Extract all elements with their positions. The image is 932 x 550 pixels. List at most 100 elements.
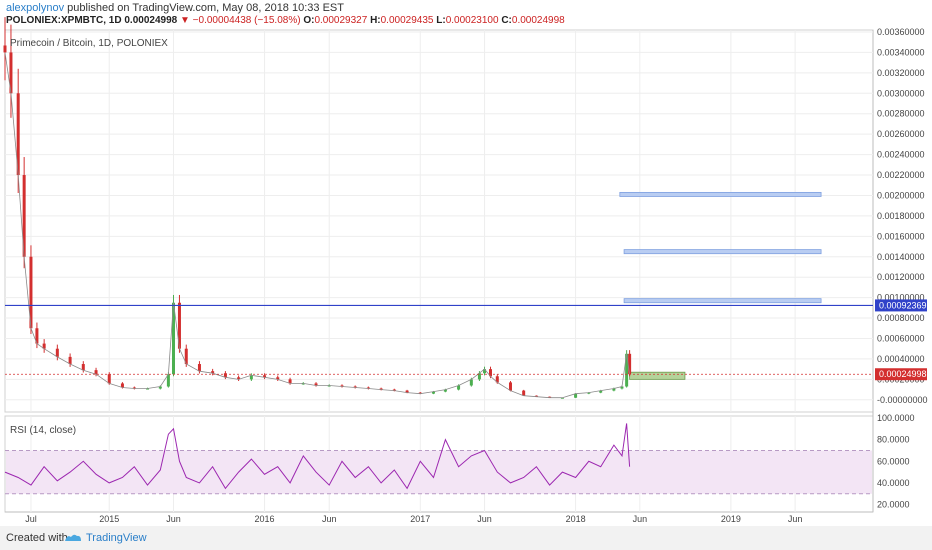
time-tick-label: Jun [633,514,648,524]
candle-body [29,256,33,329]
candle-body [469,379,473,386]
price-tick-label: 0.00300000 [877,88,925,98]
candle-body [81,364,85,371]
time-tick-label: 2019 [721,514,741,524]
time-tick-label: 2017 [410,514,430,524]
high-label: H: [370,15,381,26]
price-tick-label: 0.00140000 [877,252,925,262]
ohlc-line: POLONIEX:XPMBTC, 1D 0.00024998 ▼ −0.0000… [6,15,565,26]
chart-area[interactable]: 0.00360000 0.00340000 0.00320000 0.00300000… [0,0,932,526]
candle-body [418,392,422,394]
candle-body [197,364,201,372]
rsi-line [4,423,631,490]
candle-body [457,385,461,390]
time-tick-label: Jun [166,514,181,524]
candle-body [405,390,409,393]
candle-body [599,390,603,393]
candle-body [628,353,632,375]
candle-body [431,391,435,394]
target-zone-green [629,371,686,380]
price-tick-label: 0.00060000 [877,333,925,343]
candle-body [560,397,564,399]
candle-body [120,383,124,388]
published-text: published on TradingView.com, May 08, 20… [67,2,344,14]
created-with-text: Created with [6,532,68,544]
candle-body [16,93,20,176]
close-value: 0.00024998 [511,15,565,26]
price-tick-label: 0.00240000 [877,150,925,160]
candle-body [366,387,370,389]
footer-bar: Created with TradingView [0,526,932,550]
price-tick-label: 0.00220000 [877,170,925,180]
candle-body [534,395,538,397]
low-label: L: [436,15,446,26]
price-tick-label: 0.00280000 [877,109,925,119]
candle-body [263,375,267,378]
publish-info: alexpolynov published on TradingView.com… [6,2,344,14]
time-tick-label: 2016 [255,514,275,524]
rsi-tick-label: 80.0000 [877,435,910,445]
price-tick-label: 0.00100000 [877,293,925,303]
rsi-tick-label: 100.0000 [877,413,915,423]
candle-body [211,371,215,374]
target-zone-blue [623,298,822,304]
candle-body [55,348,59,357]
candle-body [620,386,624,389]
time-tick-label: Jun [788,514,803,524]
candle-body [68,356,72,365]
price-close-line [4,52,630,399]
last-price-tag [875,368,927,381]
candle-body [477,373,481,380]
candle-body [146,388,150,390]
price-tick-label: 0.00080000 [877,313,925,323]
rsi-tick-label: 20.0000 [877,500,910,510]
candle-body [488,369,492,377]
candle-body [379,388,383,390]
candle-body [107,374,111,384]
target-zone-blue [619,191,822,197]
candle-body [171,302,175,375]
price-tick-label: 0.00320000 [877,68,925,78]
candle-body [132,387,136,389]
candle-body [443,389,447,392]
candle-body [35,328,39,344]
candle-body [249,375,253,380]
candle-body [392,389,396,391]
rsi-tick-label: 40.0000 [877,478,910,488]
time-tick-label: Jul [25,514,37,524]
price-tick-label: -0.00000000 [877,395,928,405]
rsi-tick-label: 60.0000 [877,456,910,466]
price-tick-label: 0.00260000 [877,129,925,139]
candle-body [574,393,578,398]
candle-body [522,390,526,396]
candle-body [237,377,241,380]
price-chart-title: Primecoin / Bitcoin, 1D, POLONIEX [10,38,168,49]
candle-body [184,348,188,365]
last-price: 0.00024998 [124,15,178,26]
price-tick-label: 0.00180000 [877,211,925,221]
candle-body [314,383,318,386]
candle-body [158,386,162,389]
candle-body [327,385,331,387]
close-label: C: [501,15,512,26]
candle-body [548,396,552,398]
time-tick-label: 2018 [566,514,586,524]
price-tick-label: 0.00120000 [877,272,925,282]
open-value: 0.00029327 [314,15,368,26]
price-pane[interactable] [4,29,874,413]
last-price-label: 0.00024998 [879,369,927,379]
low-value: 0.00023100 [445,15,499,26]
hline-price-tag [875,299,927,312]
author-link[interactable]: alexpolynov [6,2,65,14]
target-zone-blue [623,249,822,255]
candle-body [625,353,629,387]
candle-body [288,379,292,384]
price-tick-label: 0.00340000 [877,47,925,57]
candle-body [495,376,499,383]
rsi-band [6,450,872,494]
candle-body [223,373,227,378]
change-value: −0.00004438 (−15.08%) [192,15,301,26]
tradingview-link[interactable]: TradingView [86,532,147,544]
tradingview-logo-icon [65,534,81,541]
time-tick-label: Jun [477,514,492,524]
